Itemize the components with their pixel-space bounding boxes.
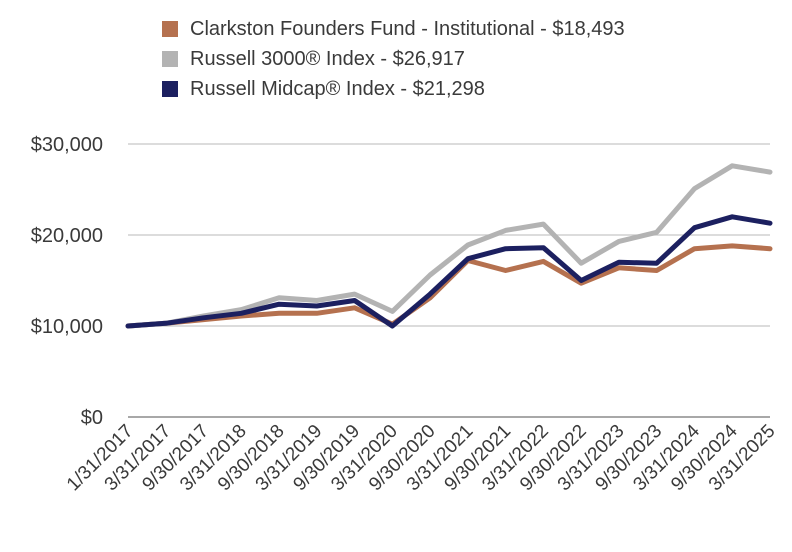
legend-item-russell-3000: Russell 3000® Index - $26,917 <box>162 44 625 74</box>
legend: Clarkston Founders Fund - Institutional … <box>162 14 625 104</box>
legend-item-fund: Clarkston Founders Fund - Institutional … <box>162 14 625 44</box>
legend-label-russell-midcap: Russell Midcap® Index - $21,298 <box>190 77 485 100</box>
legend-label-russell-3000: Russell 3000® Index - $26,917 <box>190 47 465 70</box>
series-line-2 <box>125 214 773 329</box>
legend-swatch-russell-3000 <box>162 51 178 67</box>
legend-label-fund: Clarkston Founders Fund - Institutional … <box>190 17 625 40</box>
y-tick-label: $20,000 <box>31 225 103 247</box>
legend-swatch-russell-midcap <box>162 81 178 97</box>
legend-item-russell-midcap: Russell Midcap® Index - $21,298 <box>162 74 625 104</box>
series-line-1 <box>125 163 773 329</box>
legend-swatch-fund <box>162 21 178 37</box>
y-tick-label: $10,000 <box>31 316 103 338</box>
y-tick-label: $30,000 <box>31 134 103 156</box>
y-tick-label: $0 <box>81 407 103 429</box>
